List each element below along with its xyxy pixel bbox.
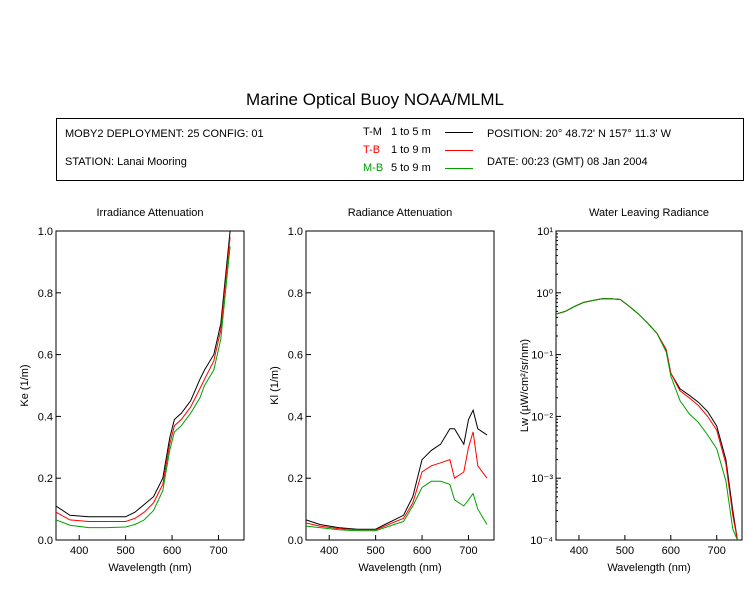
- legend-name-tb: T-B: [363, 144, 381, 156]
- legend-line-mb: [445, 168, 473, 169]
- y-tick-label: 0.8: [288, 288, 303, 300]
- y-tick-label: 10⁻²: [531, 411, 553, 423]
- x-axis-label: Wavelength (nm): [108, 562, 191, 574]
- series-line-t-b: [556, 298, 738, 540]
- y-tick-label: 0.0: [38, 535, 53, 547]
- series-line-t-m: [306, 408, 488, 530]
- y-tick-label: 0.4: [38, 411, 53, 423]
- deployment-text: MOBY2 DEPLOYMENT: 25 CONFIG: 01: [65, 128, 264, 140]
- x-tick-label: 400: [320, 545, 338, 557]
- x-tick-label: 500: [616, 545, 634, 557]
- x-tick-label: 700: [209, 545, 227, 557]
- series-line-t-m: [56, 231, 231, 518]
- y-tick-label: 0.2: [38, 473, 53, 485]
- y-tick-label: 0.6: [38, 350, 53, 362]
- station-text: STATION: Lanai Mooring: [65, 156, 187, 168]
- y-tick-label: 0.2: [288, 473, 303, 485]
- x-tick-label: 500: [366, 545, 384, 557]
- series-line-m-b: [556, 298, 738, 540]
- x-axis-label: Wavelength (nm): [358, 562, 441, 574]
- x-axis-label: Wavelength (nm): [607, 562, 690, 574]
- x-tick-label: 600: [662, 545, 680, 557]
- x-tick-label: 500: [116, 545, 134, 557]
- x-tick-label: 600: [163, 545, 181, 557]
- y-tick-label: 0.6: [288, 350, 303, 362]
- plot-frame-0: [55, 230, 245, 541]
- y-tick-label: 0.0: [288, 535, 303, 547]
- y-tick-label: 1.0: [288, 226, 303, 238]
- legend-line-tm: [445, 132, 473, 133]
- info-box: MOBY2 DEPLOYMENT: 25 CONFIG: 01 STATION:…: [56, 118, 744, 181]
- plot-title-1: Radiance Attenuation: [348, 207, 453, 219]
- x-tick-label: 600: [413, 545, 431, 557]
- figure-title: Marine Optical Buoy NOAA/MLML: [246, 90, 504, 109]
- legend-range-mb: 5 to 9 m: [391, 162, 431, 174]
- series-line-m-b: [56, 246, 231, 529]
- y-tick-label: 10⁻³: [531, 473, 553, 485]
- x-tick-label: 400: [70, 545, 88, 557]
- legend-range-tm: 1 to 5 m: [391, 126, 431, 138]
- plot-frame-1: [305, 230, 495, 541]
- legend-range-tb: 1 to 9 m: [391, 144, 431, 156]
- y-tick-label: 1.0: [38, 226, 53, 238]
- y-tick-label: 10⁻¹: [531, 350, 553, 362]
- series-line-t-b: [306, 431, 488, 531]
- y-tick-label: 0.8: [38, 288, 53, 300]
- x-tick-label: 700: [459, 545, 477, 557]
- y-tick-label: 10⁰: [536, 288, 553, 300]
- series-line-m-b: [306, 480, 488, 532]
- x-tick-label: 400: [570, 545, 588, 557]
- y-tick-label: 10⁻⁴: [530, 535, 553, 547]
- series-line-t-b: [56, 237, 231, 522]
- date-text: DATE: 00:23 (GMT) 08 Jan 2004: [487, 156, 648, 168]
- y-axis-label: Kl (1/m): [269, 366, 281, 405]
- legend-name-tm: T-M: [363, 126, 382, 138]
- y-tick-label: 0.4: [288, 411, 303, 423]
- x-tick-label: 700: [708, 545, 726, 557]
- y-axis-label: Lw (µW/cm²/sr/nm): [519, 339, 531, 432]
- legend-name-mb: M-B: [363, 162, 384, 174]
- y-tick-label: 10¹: [537, 226, 553, 238]
- position-text: POSITION: 20° 48.72' N 157° 11.3' W: [487, 128, 671, 140]
- legend-line-tb: [445, 150, 473, 151]
- plot-title-2: Water Leaving Radiance: [589, 207, 709, 219]
- y-axis-label: Ke (1/m): [19, 364, 31, 406]
- plot-frame-2: [555, 230, 743, 541]
- plot-title-0: Irradiance Attenuation: [96, 207, 203, 219]
